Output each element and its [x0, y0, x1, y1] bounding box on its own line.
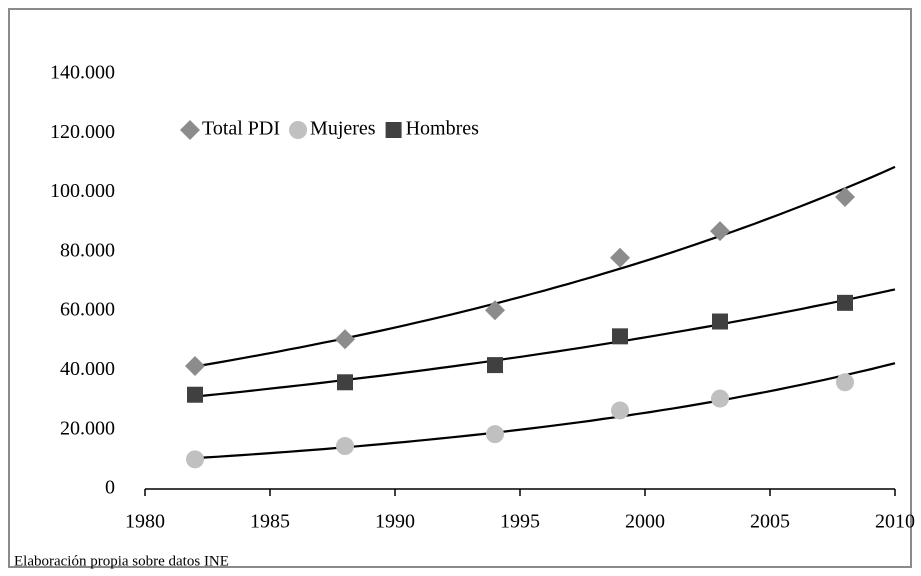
y-tick-label: 100.000: [50, 180, 115, 202]
trend-line: [194, 362, 896, 460]
frame: [8, 8, 912, 568]
marker-square: [837, 294, 853, 311]
marker-square: [612, 328, 628, 345]
legend-label: Hombres: [406, 118, 480, 140]
marker-circle: [336, 437, 354, 456]
marker-square: [385, 122, 402, 138]
x-tick-label: 1985: [250, 511, 290, 533]
marker-circle: [611, 401, 629, 420]
x-tick-label: 2005: [750, 511, 790, 533]
trend-line: [194, 288, 896, 398]
y-tick-label: 120.000: [50, 121, 115, 143]
marker-diamond: [335, 329, 355, 350]
legend-label: Mujeres: [310, 118, 376, 140]
y-tick-label: 20.000: [60, 417, 115, 439]
x-tick-label: 1995: [500, 511, 540, 533]
x-tick-label: 2000: [625, 511, 665, 533]
marker-circle: [289, 121, 308, 139]
x-tick-label: 2010: [875, 511, 915, 533]
marker-circle: [836, 373, 854, 392]
marker-diamond: [180, 120, 200, 140]
marker-circle: [486, 425, 504, 444]
y-tick-label: 60.000: [60, 299, 115, 321]
y-tick-label: 80.000: [60, 239, 115, 261]
y-tick-label: 40.000: [60, 358, 115, 380]
marker-diamond: [835, 187, 855, 208]
trend-line: [194, 165, 896, 368]
marker-square: [187, 386, 203, 403]
x-tick-label: 1980: [125, 511, 165, 533]
marker-diamond: [610, 247, 630, 268]
marker-diamond: [485, 300, 505, 321]
y-tick-label: 140.000: [50, 62, 115, 84]
caption: Elaboración propia sobre datos INE: [14, 553, 229, 569]
marker-diamond: [710, 221, 730, 242]
legend-label: Total PDI: [202, 118, 280, 140]
marker-diamond: [185, 355, 205, 376]
marker-circle: [711, 389, 729, 408]
marker-circle: [186, 450, 204, 469]
marker-square: [487, 357, 503, 374]
y-tick-label: 0: [105, 477, 115, 499]
x-tick-label: 1990: [375, 511, 415, 533]
marker-square: [712, 313, 728, 330]
marker-square: [337, 374, 353, 391]
